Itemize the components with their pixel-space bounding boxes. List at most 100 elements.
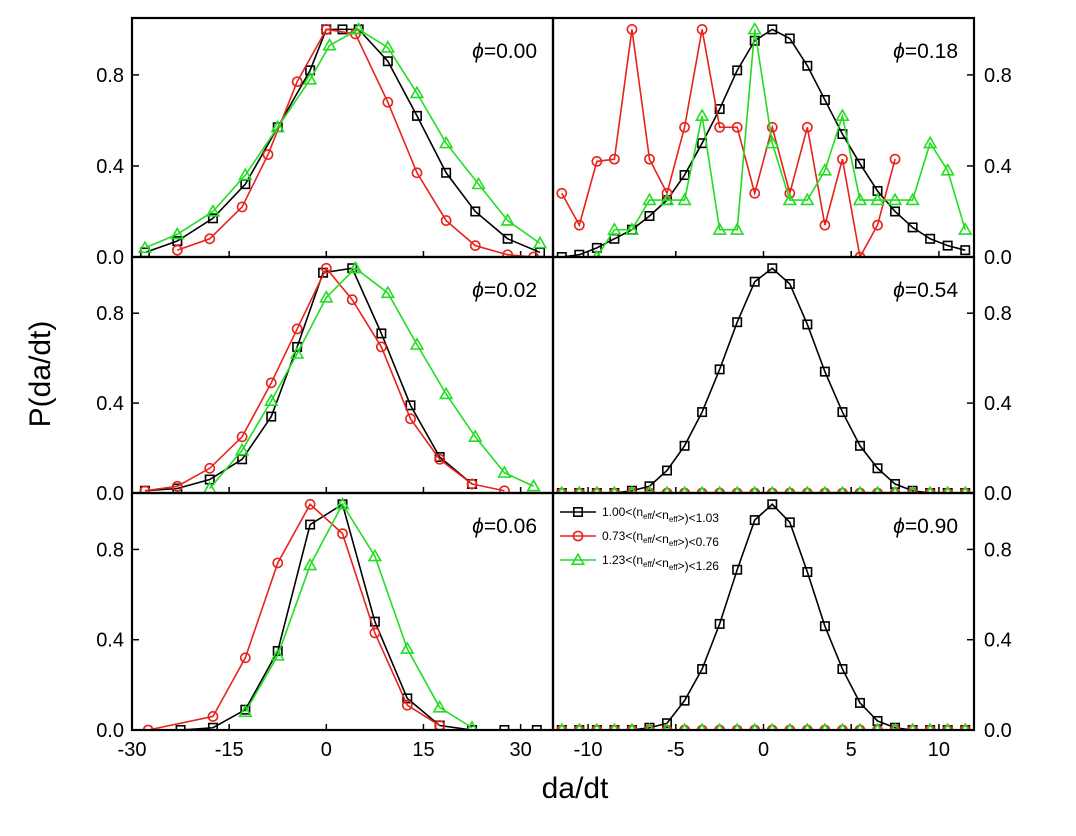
data-point-circle	[375, 341, 387, 353]
data-point-triangle	[432, 700, 447, 713]
legend-subscript: eff	[643, 536, 653, 545]
data-point-triangle	[526, 478, 541, 492]
data-point-circle	[139, 485, 151, 493]
data-point-triangle	[270, 648, 285, 661]
data-point-circle	[608, 153, 620, 165]
data-point-circle	[405, 413, 416, 425]
data-point-circle	[320, 23, 332, 35]
data-point-square	[837, 664, 848, 675]
data-point-triangle	[497, 465, 512, 478]
series-line-square	[180, 503, 537, 730]
data-point-square	[714, 104, 725, 115]
data-point-square	[305, 519, 316, 530]
legend-subscript: eff	[669, 515, 679, 524]
data-point-triangle	[747, 21, 762, 35]
legend-subscript: eff	[643, 512, 653, 521]
series-line-circle	[177, 28, 534, 257]
data-point-circle	[499, 485, 510, 493]
data-point-circle	[696, 23, 708, 35]
data-point-square	[732, 65, 743, 76]
data-point-circle	[434, 720, 446, 730]
data-point-square	[402, 693, 413, 704]
data-point-circle	[171, 480, 183, 492]
x-tick-label: 0	[758, 739, 769, 761]
series-group	[137, 21, 548, 257]
data-point-triangle	[409, 85, 425, 99]
panel-annotation: ϕ=0.90	[893, 515, 958, 538]
data-point-circle	[502, 249, 514, 257]
data-point-square	[767, 499, 778, 510]
data-point-square	[767, 263, 778, 274]
x-tick-label: 10	[928, 739, 950, 761]
data-point-square	[679, 695, 690, 706]
data-point-square	[502, 233, 513, 244]
data-point-triangle	[905, 192, 920, 206]
y-tick-label: 0.4	[96, 393, 124, 415]
data-point-square	[925, 233, 936, 244]
data-point-circle	[837, 153, 848, 165]
data-point-circle	[749, 187, 761, 199]
x-tick-label: -15	[215, 739, 244, 761]
legend-text-part: /<n	[652, 556, 669, 570]
data-point-square	[784, 517, 795, 528]
legend-text-part: 1.23<(n	[602, 553, 643, 567]
data-point-circle	[644, 153, 655, 165]
data-point-square	[574, 249, 585, 257]
data-point-square	[679, 170, 690, 181]
data-point-triangle	[380, 40, 396, 53]
data-point-square	[854, 158, 865, 169]
series-line-triangle	[144, 28, 541, 249]
data-point-triangle	[264, 393, 279, 406]
series-line-triangle	[596, 29, 966, 257]
data-point-circle	[171, 244, 183, 256]
data-point-circle	[434, 453, 446, 465]
x-tick-label: 30	[509, 739, 531, 761]
data-point-circle	[207, 711, 219, 722]
series-line-square	[144, 267, 473, 492]
x-tick-label: 15	[412, 739, 434, 761]
phi-value: =0.02	[484, 279, 537, 302]
panel-annotation: ϕ=0.54	[893, 279, 958, 302]
data-point-triangle	[400, 641, 415, 654]
legend-subscript: eff	[669, 539, 679, 548]
data-point-triangle	[348, 260, 363, 274]
data-point-circle	[369, 627, 381, 639]
series-line-triangle	[244, 502, 473, 729]
data-point-square	[819, 94, 830, 105]
data-point-triangle	[289, 346, 305, 359]
y-tick-label: 0.4	[984, 393, 1012, 415]
data-point-square	[942, 240, 953, 251]
data-point-square	[405, 400, 416, 411]
data-point-circle	[337, 528, 348, 540]
y-tick-label: 0.4	[984, 630, 1012, 652]
phi-symbol: ϕ	[893, 515, 905, 538]
data-point-circle	[801, 121, 813, 133]
data-point-circle	[346, 294, 358, 306]
data-point-triangle	[852, 192, 868, 206]
data-point-triangle	[677, 192, 692, 206]
data-point-circle	[591, 155, 603, 167]
phi-value: =0.18	[905, 40, 958, 63]
data-point-square	[749, 276, 760, 287]
y-axis-title: P(da/dt)	[24, 321, 57, 428]
data-point-circle	[304, 498, 316, 510]
data-point-circle	[236, 201, 248, 213]
data-point-circle	[440, 215, 452, 226]
data-point-triangle	[234, 442, 250, 456]
data-point-circle	[291, 76, 303, 88]
data-point-square	[854, 697, 865, 708]
data-point-circle	[204, 462, 216, 474]
x-tick-label: 5	[846, 739, 857, 761]
data-point-circle	[889, 153, 901, 165]
legend-subscript: eff	[669, 563, 679, 572]
y-tick-label: 0.4	[984, 156, 1012, 178]
data-point-triangle	[532, 235, 548, 249]
data-point-triangle	[238, 704, 253, 718]
data-point-triangle	[438, 135, 454, 149]
data-point-triangle	[607, 222, 622, 235]
data-point-square	[784, 278, 795, 289]
series-line-square	[144, 28, 541, 254]
data-point-triangle	[319, 290, 334, 303]
data-point-circle	[239, 652, 251, 664]
phi-symbol: ϕ	[472, 515, 484, 538]
